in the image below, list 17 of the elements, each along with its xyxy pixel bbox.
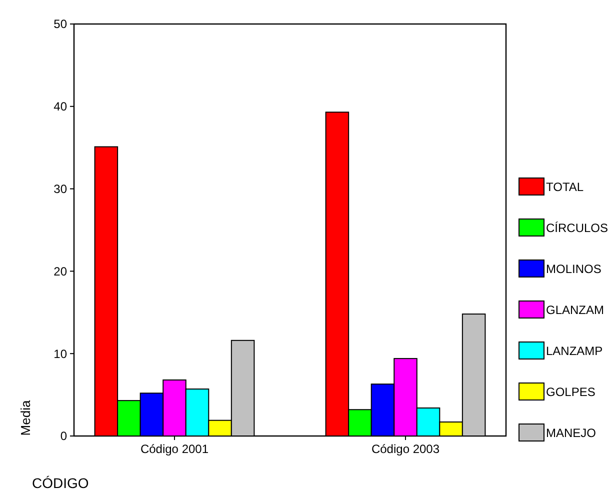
x-tick-label: Código 2003 <box>371 442 440 456</box>
y-tick-label: 20 <box>54 264 68 278</box>
y-tick-label: 0 <box>60 429 68 444</box>
y-tick-label: 50 <box>54 17 68 32</box>
x-tick-label: Código 2001 <box>140 442 209 456</box>
legend-label: LANZAMP <box>546 344 603 358</box>
x-axis-title: CÓDIGO <box>32 475 89 491</box>
legend-label: GLANZAM <box>546 303 604 317</box>
y-tick-label: 40 <box>54 100 68 114</box>
y-tick-label: 30 <box>54 182 68 196</box>
legend-label: MANEJO <box>546 426 596 440</box>
y-tick-label: 10 <box>54 346 68 361</box>
legend-label: MOLINOS <box>546 262 602 276</box>
legend-label: TOTAL <box>546 180 584 194</box>
legend-label: CÍRCULOS <box>546 221 608 235</box>
legend-label: GOLPES <box>546 385 596 399</box>
y-axis-title: Media <box>18 400 33 436</box>
